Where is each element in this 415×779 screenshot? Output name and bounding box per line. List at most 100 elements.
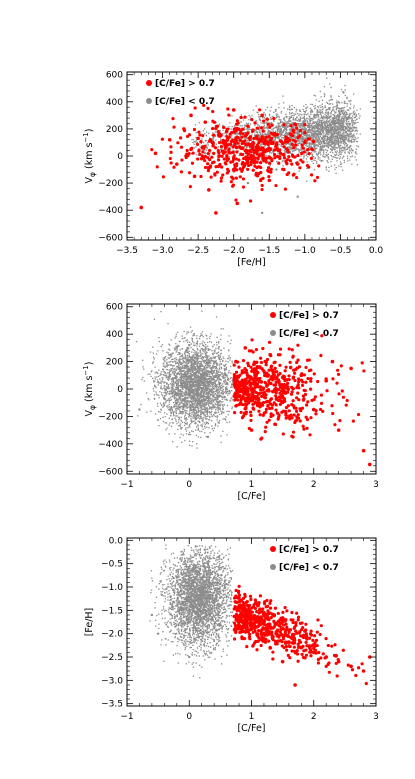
gray-cloud-point	[348, 130, 351, 132]
gray-cloud-point	[304, 134, 307, 136]
red-cloud-point	[210, 126, 215, 131]
gray-cloud-point	[305, 133, 307, 135]
gray-cloud-point	[332, 122, 335, 124]
gray-cloud-point	[317, 128, 319, 130]
gray-cloud-point	[216, 417, 218, 419]
gray-cloud-point	[221, 360, 224, 363]
gray-cloud-point	[351, 141, 353, 143]
gray-cloud-point	[207, 398, 210, 401]
gray-cloud-point	[323, 95, 326, 98]
gray-cloud-point	[345, 122, 347, 124]
gray-cloud-point	[217, 154, 219, 156]
gray-cloud-point	[352, 123, 354, 125]
gray-cloud-point	[228, 389, 231, 392]
gray-cloud-point	[333, 141, 335, 144]
gray-cloud-point	[275, 117, 278, 119]
gray-cloud-point	[323, 118, 325, 120]
gray-cloud-point	[191, 355, 194, 357]
gray-cloud-point	[338, 119, 340, 122]
gray-cloud-point	[251, 138, 254, 140]
gray-cloud-point	[286, 133, 288, 135]
gray-cloud-point	[292, 150, 294, 153]
gray-cloud-point	[243, 153, 245, 155]
gray-cloud-point	[284, 128, 287, 131]
gray-cloud-point	[246, 146, 248, 149]
gray-cloud-point	[303, 119, 306, 121]
gray-cloud-point	[300, 155, 302, 157]
gray-cloud-point	[337, 137, 339, 139]
gray-cloud-point	[335, 125, 337, 128]
gray-cloud-point	[212, 395, 214, 397]
gray-cloud-point	[327, 161, 329, 164]
gray-cloud-point	[300, 133, 302, 135]
gray-cloud-point	[193, 139, 195, 141]
red-cloud-point	[217, 132, 221, 137]
gray-cloud-point	[214, 411, 216, 414]
gray-cloud-point	[314, 140, 317, 142]
gray-cloud-point	[173, 396, 176, 398]
red-cloud-point	[201, 134, 205, 138]
gray-cloud-point	[171, 422, 174, 424]
red-cloud-point	[249, 150, 253, 154]
gray-cloud-point	[201, 353, 204, 355]
red-cloud-point	[242, 141, 246, 145]
gray-cloud-point	[160, 371, 162, 373]
gray-cloud-point	[315, 121, 317, 123]
gray-cloud-point	[326, 102, 329, 105]
gray-cloud-point	[292, 141, 294, 143]
gray-cloud-point	[349, 131, 352, 133]
gray-cloud-point	[316, 147, 318, 149]
gray-cloud-point	[345, 126, 348, 128]
gray-cloud-point	[217, 378, 219, 380]
gray-cloud-point	[334, 143, 336, 145]
gray-cloud-point	[290, 130, 292, 132]
gray-cloud-point	[279, 129, 281, 131]
y-tick-label: −200	[98, 179, 123, 189]
gray-cloud-point	[355, 151, 357, 153]
gray-cloud-point	[220, 368, 223, 370]
gray-cloud-point	[326, 123, 328, 125]
gray-cloud-point	[355, 140, 358, 143]
gray-cloud-point	[262, 127, 264, 129]
gray-cloud-point	[340, 111, 342, 113]
gray-cloud-point	[340, 118, 343, 120]
gray-cloud-point	[333, 146, 335, 149]
gray-cloud-point	[344, 110, 347, 113]
red-cloud-point	[302, 150, 306, 154]
gray-cloud-point	[325, 144, 327, 146]
gray-cloud-point	[340, 133, 342, 135]
red-cloud-point	[286, 148, 290, 152]
gray-cloud-point	[311, 154, 313, 156]
gray-cloud-point	[345, 130, 348, 133]
gray-cloud-point	[325, 127, 327, 129]
gray-cloud-point	[269, 123, 272, 126]
gray-cloud-point	[281, 139, 284, 142]
gray-cloud-point	[174, 348, 177, 350]
gray-cloud-point	[297, 134, 299, 136]
gray-cloud-point	[344, 106, 346, 109]
gray-cloud-point	[166, 393, 168, 395]
gray-cloud-point	[330, 165, 333, 167]
gray-cloud-point	[247, 122, 250, 125]
gray-cloud-point	[309, 146, 311, 148]
gray-cloud-point	[230, 376, 233, 379]
gray-cloud-point	[202, 356, 204, 358]
gray-cloud-point	[313, 132, 315, 134]
gray-cloud-point	[341, 116, 343, 118]
gray-cloud-point	[321, 131, 324, 133]
gray-cloud-point	[187, 382, 189, 384]
red-cloud-point	[235, 135, 239, 139]
gray-cloud-point	[150, 375, 152, 378]
gray-cloud-point	[256, 111, 258, 113]
gray-cloud-point	[181, 441, 183, 443]
red-cloud-point	[203, 159, 207, 163]
red-data-point	[199, 156, 204, 161]
gray-cloud-point	[356, 140, 358, 143]
gray-cloud-point	[224, 364, 226, 367]
gray-cloud-point	[296, 145, 298, 147]
gray-cloud-point	[187, 377, 189, 380]
gray-cloud-point	[277, 122, 280, 125]
gray-cloud-point	[280, 120, 282, 123]
gray-cloud-point	[213, 356, 215, 358]
